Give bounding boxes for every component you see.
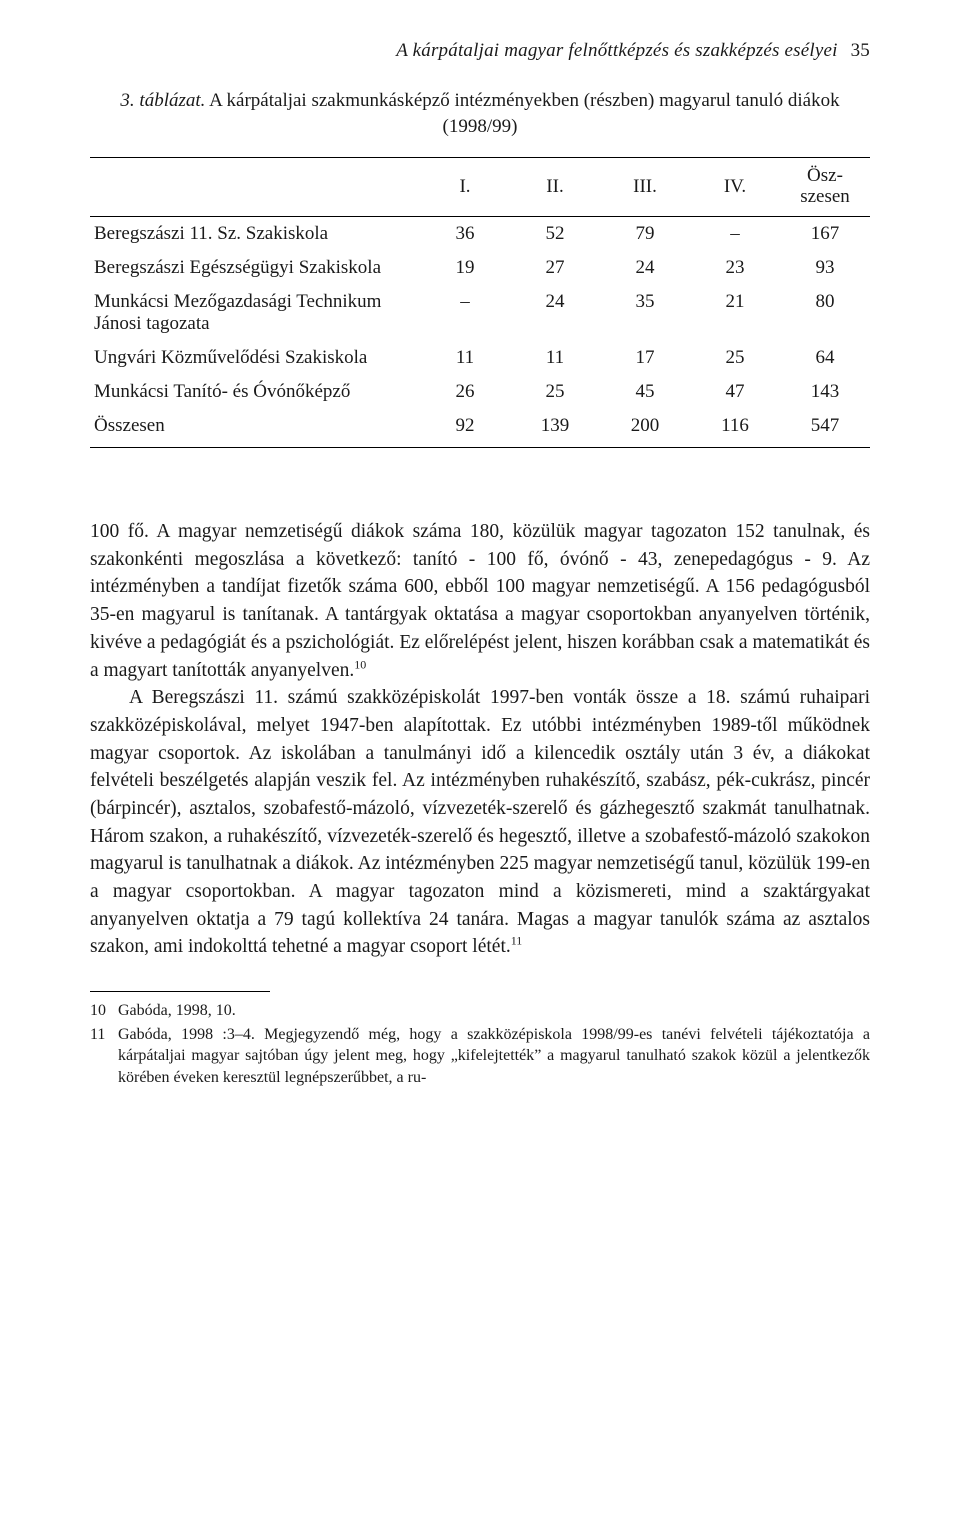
running-title: A kárpátaljai magyar felnőttképzés és sz… (396, 40, 837, 61)
table-body: Beregszászi 11. Sz. Szakiskola 36 52 79 … (90, 217, 870, 448)
cell: 11 (510, 341, 600, 375)
cell: 79 (600, 217, 690, 252)
table-row: Beregszászi Egészségügyi Szakiskola 19 2… (90, 251, 870, 285)
cell: 23 (690, 251, 780, 285)
cell: 92 (420, 409, 510, 448)
table-header-row: I. II. III. IV. Ösz-szesen (90, 158, 870, 217)
col-header: II. (510, 158, 600, 217)
table-row: Ungvári Közművelődési Szakiskola 11 11 1… (90, 341, 870, 375)
cell: 25 (510, 375, 600, 409)
footnote-ref: 10 (354, 657, 366, 671)
footnote-text: Gabóda, 1998, 10. (118, 1000, 870, 1022)
footnotes: 10 Gabóda, 1998, 10. 11 Gabóda, 1998 :3–… (90, 1000, 870, 1088)
cell: 25 (690, 341, 780, 375)
paragraph-text: 100 fő. A magyar nemzetiségű diákok szám… (90, 521, 870, 680)
cell: 52 (510, 217, 600, 252)
page-number: 35 (851, 40, 870, 61)
cell: 93 (780, 251, 870, 285)
cell: 64 (780, 341, 870, 375)
caption-text: A kárpátaljai szakmunkásképző intézménye… (209, 90, 839, 137)
cell: 116 (690, 409, 780, 448)
col-header-blank (90, 158, 420, 217)
table-caption: 3. táblázat. A kárpátaljai szakmunkáskép… (90, 88, 870, 139)
cell: 11 (420, 341, 510, 375)
body-text: 100 fő. A magyar nemzetiségű diákok szám… (90, 518, 870, 961)
row-label: Beregszászi 11. Sz. Szakiskola (90, 217, 420, 252)
table-row: Beregszászi 11. Sz. Szakiskola 36 52 79 … (90, 217, 870, 252)
table-row: Összesen 92 139 200 116 547 (90, 409, 870, 448)
table-row: Munkácsi Mezőgazdasági Technikum Jánosi … (90, 285, 870, 341)
data-table: I. II. III. IV. Ösz-szesen Beregszászi 1… (90, 157, 870, 448)
footnote-number: 10 (90, 1000, 118, 1022)
cell: 19 (420, 251, 510, 285)
row-label: Beregszászi Egészségügyi Szakiskola (90, 251, 420, 285)
col-header: IV. (690, 158, 780, 217)
page: A kárpátaljai magyar felnőttképzés és sz… (0, 0, 960, 1519)
row-label: Összesen (90, 409, 420, 448)
cell: 200 (600, 409, 690, 448)
cell: 24 (510, 285, 600, 341)
cell: – (690, 217, 780, 252)
cell: – (420, 285, 510, 341)
row-label: Munkácsi Mezőgazdasági Technikum Jánosi … (90, 285, 420, 341)
table-row: Munkácsi Tanító- és Óvónőképző 26 25 45 … (90, 375, 870, 409)
cell: 26 (420, 375, 510, 409)
footnote-number: 11 (90, 1024, 118, 1089)
cell: 547 (780, 409, 870, 448)
cell: 21 (690, 285, 780, 341)
col-header: Ösz-szesen (780, 158, 870, 217)
cell: 167 (780, 217, 870, 252)
table-head: I. II. III. IV. Ösz-szesen (90, 158, 870, 217)
cell: 143 (780, 375, 870, 409)
paragraph: 100 fő. A magyar nemzetiségű diákok szám… (90, 518, 870, 684)
footnote-text: Gabóda, 1998 :3–4. Megjegyzendő még, hog… (118, 1024, 870, 1089)
cell: 80 (780, 285, 870, 341)
cell: 47 (690, 375, 780, 409)
col-header: I. (420, 158, 510, 217)
running-head: A kárpátaljai magyar felnőttképzés és sz… (90, 40, 870, 62)
paragraph: A Beregszászi 11. számú szakközépiskolát… (90, 684, 870, 961)
cell: 36 (420, 217, 510, 252)
footnote-rule (90, 991, 270, 992)
col-header: III. (600, 158, 690, 217)
cell: 35 (600, 285, 690, 341)
footnote: 11 Gabóda, 1998 :3–4. Megjegyzendő még, … (90, 1024, 870, 1089)
row-label: Munkácsi Tanító- és Óvónőképző (90, 375, 420, 409)
cell: 24 (600, 251, 690, 285)
cell: 17 (600, 341, 690, 375)
cell: 27 (510, 251, 600, 285)
row-label: Ungvári Közművelődési Szakiskola (90, 341, 420, 375)
footnote: 10 Gabóda, 1998, 10. (90, 1000, 870, 1022)
cell: 139 (510, 409, 600, 448)
footnote-ref: 11 (511, 934, 523, 948)
paragraph-text: A Beregszászi 11. számú szakközépiskolát… (90, 687, 870, 957)
cell: 45 (600, 375, 690, 409)
caption-lead: 3. táblázat. (120, 90, 205, 111)
